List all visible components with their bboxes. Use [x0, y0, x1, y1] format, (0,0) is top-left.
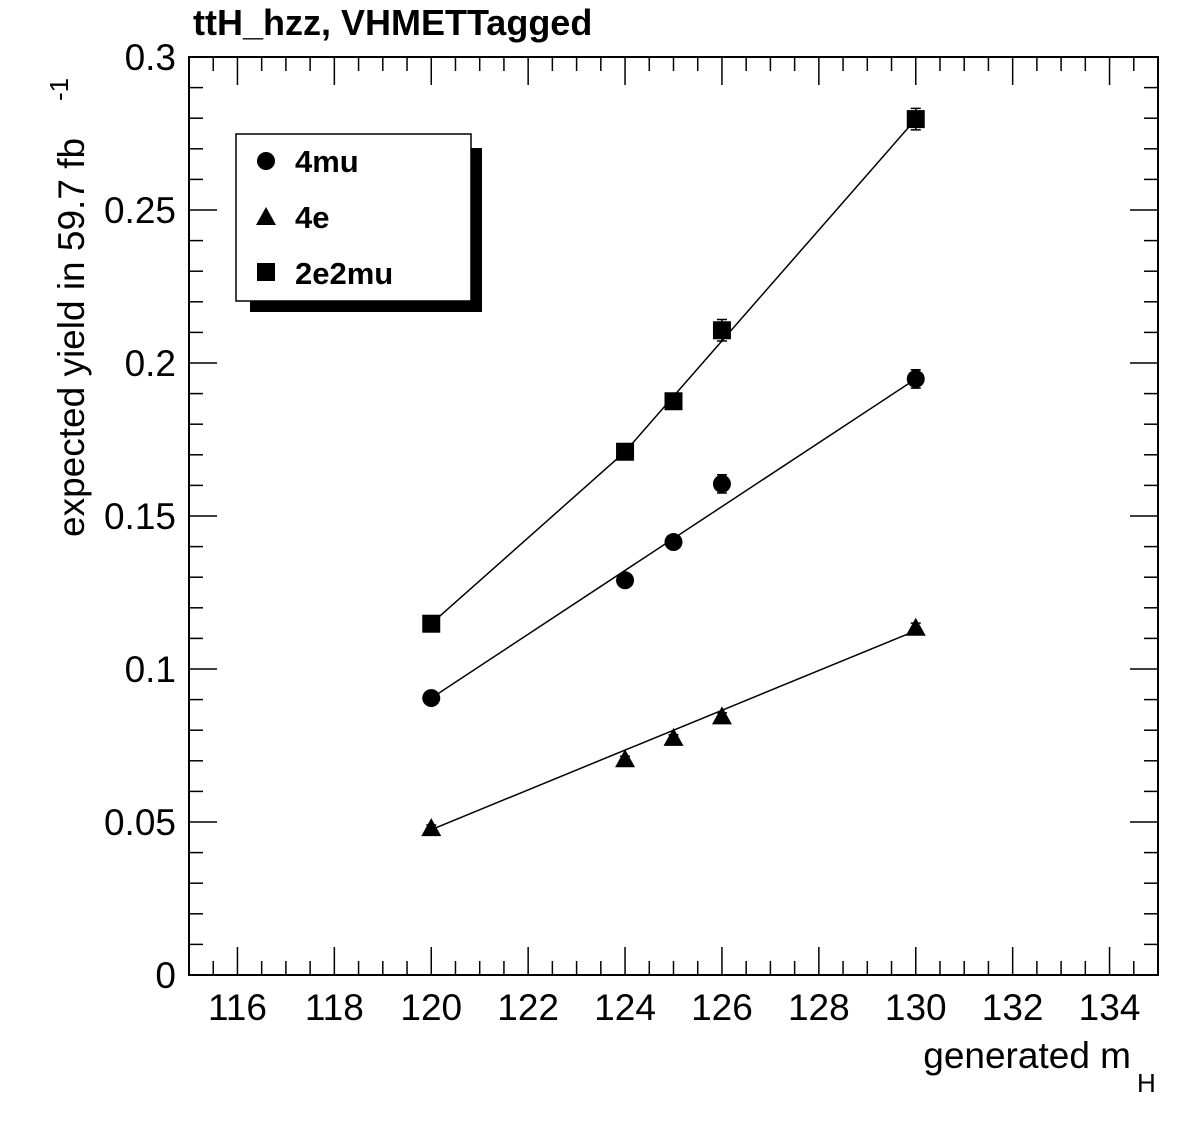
y-tick-label: 0.3 [125, 37, 176, 78]
point-4mu [422, 689, 441, 708]
point-2e2mu [906, 110, 925, 129]
legend-marker-2e2mu [257, 263, 275, 281]
x-tick-label: 134 [1079, 987, 1141, 1028]
data-points [421, 107, 926, 837]
x-tick-label: 128 [788, 987, 850, 1028]
y-tick-label: 0.25 [104, 190, 176, 231]
legend-label-2e2mu: 2e2mu [295, 256, 393, 291]
x-tick-label: 132 [982, 987, 1044, 1028]
point-2e2mu [616, 442, 635, 461]
x-tick-label: 126 [691, 987, 753, 1028]
legend: 4mu 4e 2e2mu [235, 133, 482, 312]
x-axis-title-subscript: H [1137, 1068, 1156, 1098]
y-tick-label: 0 [155, 955, 176, 996]
x-axis-title: generated m [923, 1035, 1131, 1076]
point-4e [615, 749, 636, 768]
x-tick-label: 116 [208, 987, 267, 1028]
point-4mu [712, 474, 731, 493]
point-2e2mu [664, 392, 683, 411]
y-axis-title-superscript: -1 [44, 78, 74, 101]
point-4mu [906, 369, 925, 388]
y-axis-title-group: expected yield in 59.7 fb -1 [44, 78, 92, 537]
x-tick-label: 130 [885, 987, 947, 1028]
legend-marker-4e [256, 207, 276, 225]
x-tick-label: 124 [594, 987, 656, 1028]
y-axis-title: expected yield in 59.7 fb [51, 138, 92, 537]
axis-ticks [188, 56, 1159, 976]
point-4e [711, 706, 732, 725]
chart-title: ttH_hzz, VHMETTagged [193, 2, 592, 43]
point-4mu [664, 533, 683, 552]
legend-box [235, 133, 472, 302]
y-tick-label: 0.2 [125, 343, 176, 384]
point-4mu [616, 571, 635, 590]
x-tick-label: 122 [497, 987, 559, 1028]
point-4e [421, 818, 442, 837]
point-4e [905, 617, 926, 636]
y-tick-label: 0.1 [125, 649, 176, 690]
legend-label-4e: 4e [295, 200, 329, 235]
y-tick-label: 0.05 [104, 802, 176, 843]
y-tick-labels: 0 0.05 0.1 0.15 0.2 0.25 0.3 [104, 37, 176, 996]
point-2e2mu [712, 321, 731, 340]
x-tick-labels: 116 118 120 122 124 126 128 130 132 134 [208, 987, 1140, 1028]
legend-label-4mu: 4mu [295, 144, 359, 179]
y-tick-label: 0.15 [104, 496, 176, 537]
legend-marker-4mu [257, 152, 275, 170]
x-tick-label: 120 [400, 987, 462, 1028]
fit-lines [430, 118, 917, 831]
x-tick-label: 118 [305, 987, 364, 1028]
point-4e [663, 727, 684, 746]
point-2e2mu [422, 614, 441, 633]
